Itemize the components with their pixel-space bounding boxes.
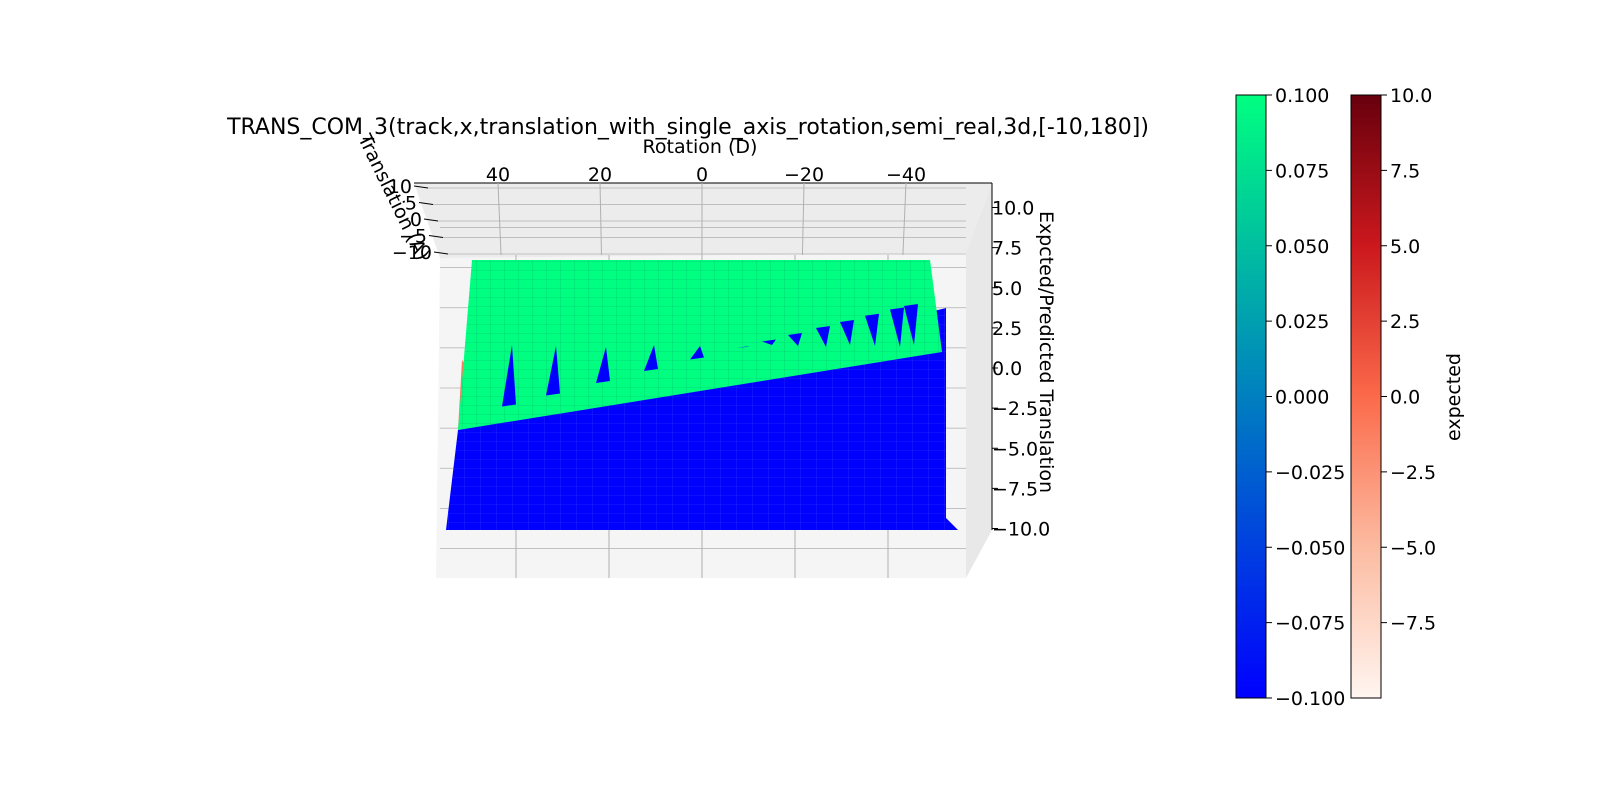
colorbar-tick-label: 0.050	[1275, 236, 1329, 258]
colorbar-tick-label: 0.025	[1275, 311, 1329, 333]
x-tick-label: −40	[886, 164, 926, 186]
colorbar-tick-label: −7.5	[1390, 613, 1436, 635]
z-tick-label: 10.0	[992, 198, 1034, 220]
colorbar-predicted-ticks: 0.100 0.075 0.050 0.025 0.000 −0.025 −0.050 −0.…	[1266, 85, 1345, 710]
colorbar-tick-label: 5.0	[1390, 236, 1420, 258]
surface-spike	[890, 307, 904, 347]
z-tick-label: 0.0	[992, 358, 1022, 380]
colorbar-tick-label: 2.5	[1390, 311, 1420, 333]
grid-line-x	[497, 182, 502, 256]
colorbar-tick-label: 0.100	[1275, 85, 1329, 107]
colorbar-predicted: 0.100 0.075 0.050 0.025 0.000 −0.025 −0.050 −0.…	[1235, 85, 1378, 710]
x-tick-label: 0	[696, 164, 708, 186]
colorbar-tick-label: 10.0	[1390, 85, 1432, 107]
y-tick	[423, 218, 439, 222]
y-tick-label: 5	[405, 193, 417, 215]
colorbar-expected-gradient	[1350, 94, 1382, 699]
surface-spike	[816, 326, 830, 347]
y-tick	[433, 251, 449, 255]
colorbar-predicted-gradient	[1235, 94, 1267, 699]
grid-line-x	[599, 182, 602, 256]
y-tick-label: 10	[388, 176, 412, 198]
z-tick-label: −7.5	[992, 478, 1038, 500]
x-axis-ticks: 40 20 0 −20 −40	[486, 164, 926, 186]
colorbar-tick-label: 7.5	[1390, 160, 1420, 182]
top-pane	[414, 183, 992, 258]
colorbar-tick-label: 0.075	[1275, 160, 1329, 182]
right-pane	[966, 183, 992, 578]
y-tick-label: 0	[410, 209, 422, 231]
colorbar-tick-label: 0.000	[1275, 387, 1329, 409]
z-tick-label: −5.0	[992, 438, 1038, 460]
colorbar-expected-label: expected	[1443, 353, 1465, 441]
y-tick-label: −10	[392, 242, 432, 264]
surface-spikes	[502, 304, 918, 407]
surface-spike	[644, 345, 658, 371]
chart-title: TRANS_COM_3(track,x,translation_with_sin…	[226, 115, 1149, 140]
grid-line-x	[801, 182, 805, 256]
x-tick-label: −20	[784, 164, 824, 186]
surface-spike	[736, 346, 750, 348]
y-tick	[413, 185, 429, 189]
z-tick-label: −10.0	[992, 519, 1050, 541]
surface-spike	[904, 304, 918, 345]
x-tick-label: 20	[588, 164, 612, 186]
colorbar-tick-label: −5.0	[1390, 537, 1436, 559]
surfaces	[446, 260, 958, 530]
surface-spike	[840, 320, 854, 345]
colorbar-expected-ticks: 10.0 7.5 5.0 2.5 0.0 −2.5 −5.0 −7.5	[1381, 85, 1436, 635]
colorbar-tick-label: −0.025	[1275, 462, 1345, 484]
colorbar-tick-label: −2.5	[1390, 462, 1436, 484]
y-tick-label: −5	[399, 226, 427, 248]
z-axis-ticks: 10.0 7.5 5.0 2.5 0.0 −2.5 −5.0 −7.5 −10.0	[992, 198, 1050, 541]
colorbar-tick-label: −0.075	[1275, 613, 1345, 635]
y-tick	[428, 235, 444, 238]
colorbar-tick-label: −0.100	[1275, 688, 1345, 710]
x-axis-label: Rotation (D)	[643, 136, 758, 158]
colorbar-expected: 10.0 7.5 5.0 2.5 0.0 −2.5 −5.0 −7.5 expected	[1350, 85, 1465, 699]
colorbar-tick-label: −0.050	[1275, 537, 1345, 559]
grid-line-x	[902, 182, 907, 256]
surface-spike	[762, 339, 776, 345]
surface-spike	[865, 313, 879, 346]
surface-spike	[546, 346, 560, 396]
z-tick-label: 5.0	[992, 278, 1022, 300]
surface-spike	[502, 345, 516, 407]
y-tick	[418, 202, 434, 205]
z-tick-label: 7.5	[992, 238, 1022, 260]
colorbar-tick-label: 0.0	[1390, 387, 1420, 409]
x-tick-label: 40	[486, 164, 510, 186]
surface-spike	[690, 346, 704, 360]
z-axis-label: Expcted/Predicted Translation	[1035, 211, 1057, 493]
surface-spike	[788, 333, 802, 346]
surface-spike	[596, 347, 610, 383]
z-tick-label: −2.5	[992, 398, 1038, 420]
z-tick-label: 2.5	[992, 318, 1022, 340]
